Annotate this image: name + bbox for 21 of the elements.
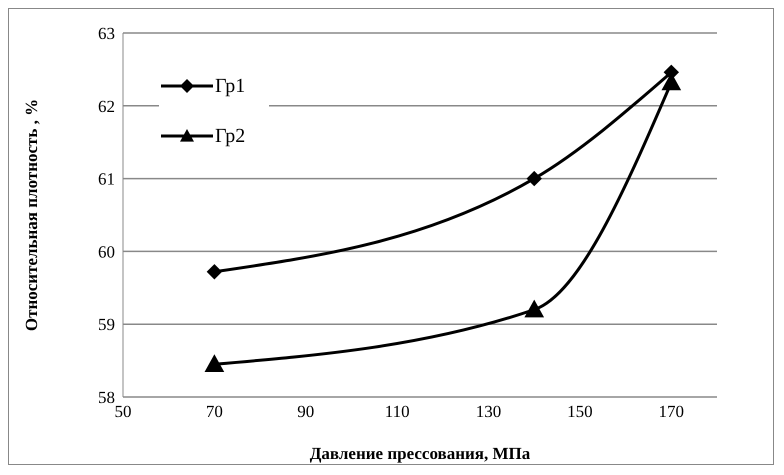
y-axis-title: Относительная плотность , % — [22, 98, 42, 332]
x-tick-label: 170 — [658, 402, 684, 422]
legend-label: Гр1 — [215, 74, 246, 98]
point — [524, 300, 544, 318]
x-tick-label: 50 — [114, 402, 132, 422]
x-tick-label: 130 — [476, 402, 502, 422]
legend-label: Гр2 — [215, 124, 246, 148]
point — [204, 354, 224, 372]
x-tick-label: 90 — [297, 402, 314, 422]
y-tick-label: 62 — [98, 96, 115, 116]
y-tick-label: 63 — [98, 24, 115, 44]
y-tick-label: 59 — [98, 315, 115, 334]
x-axis-title: Давление прессования, МПа — [310, 444, 531, 463]
x-tick-label: 150 — [567, 402, 593, 422]
y-tick-label: 58 — [98, 388, 115, 408]
x-tick-label: 110 — [384, 402, 410, 422]
point — [206, 264, 222, 280]
x-tick-label: 70 — [206, 402, 223, 422]
y-tick-label: 61 — [98, 170, 115, 189]
point — [526, 171, 542, 186]
y-tick-label: 60 — [98, 242, 115, 262]
